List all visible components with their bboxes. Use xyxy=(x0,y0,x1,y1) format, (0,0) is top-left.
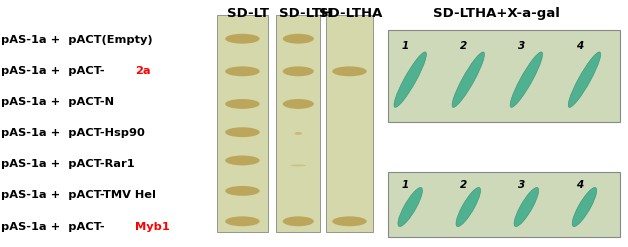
Ellipse shape xyxy=(225,216,259,226)
Ellipse shape xyxy=(452,52,485,107)
Ellipse shape xyxy=(225,156,259,165)
Ellipse shape xyxy=(456,187,480,226)
Bar xyxy=(276,15,320,232)
Ellipse shape xyxy=(225,99,259,109)
Bar xyxy=(326,15,373,232)
Ellipse shape xyxy=(568,52,601,107)
Text: 3: 3 xyxy=(517,180,525,189)
Bar xyxy=(388,172,620,237)
Text: SD-LTHA+X-a-gal: SD-LTHA+X-a-gal xyxy=(433,7,560,21)
Ellipse shape xyxy=(332,216,367,226)
Ellipse shape xyxy=(398,187,423,226)
Ellipse shape xyxy=(283,66,314,76)
Text: 2a: 2a xyxy=(135,66,151,76)
Text: SD-LTH: SD-LTH xyxy=(279,7,332,21)
Text: 1: 1 xyxy=(401,180,409,189)
Text: 1: 1 xyxy=(401,41,409,51)
Ellipse shape xyxy=(225,127,259,137)
Ellipse shape xyxy=(572,187,597,226)
Ellipse shape xyxy=(514,187,539,226)
Ellipse shape xyxy=(332,66,367,76)
Text: pAS-1a +  pACT(Empty): pAS-1a + pACT(Empty) xyxy=(1,35,153,45)
Text: Myb1: Myb1 xyxy=(135,222,170,231)
Text: 3: 3 xyxy=(517,41,525,51)
Text: SD-LT: SD-LT xyxy=(227,7,269,21)
Ellipse shape xyxy=(283,34,314,44)
Text: 4: 4 xyxy=(576,180,583,189)
Text: 4: 4 xyxy=(576,41,583,51)
Ellipse shape xyxy=(225,186,259,196)
Ellipse shape xyxy=(394,52,426,107)
Text: pAS-1a +  pACT-: pAS-1a + pACT- xyxy=(1,222,105,231)
Text: 2: 2 xyxy=(460,180,467,189)
Ellipse shape xyxy=(510,52,543,107)
Text: SD-LTHA: SD-LTHA xyxy=(319,7,382,21)
Text: pAS-1a +  pACT-Rar1: pAS-1a + pACT-Rar1 xyxy=(1,159,135,169)
Circle shape xyxy=(295,132,302,135)
Ellipse shape xyxy=(283,99,314,109)
Text: 2: 2 xyxy=(460,41,467,51)
Bar xyxy=(388,30,620,122)
Ellipse shape xyxy=(225,34,259,44)
Ellipse shape xyxy=(290,165,306,166)
Bar xyxy=(217,15,268,232)
Ellipse shape xyxy=(225,66,259,76)
Text: pAS-1a +  pACT-N: pAS-1a + pACT-N xyxy=(1,97,114,107)
Text: pAS-1a +  pACT-TMV Hel: pAS-1a + pACT-TMV Hel xyxy=(1,190,156,201)
Ellipse shape xyxy=(283,216,314,226)
Text: pAS-1a +  pACT-Hsp90: pAS-1a + pACT-Hsp90 xyxy=(1,128,145,138)
Text: pAS-1a +  pACT-: pAS-1a + pACT- xyxy=(1,66,105,76)
